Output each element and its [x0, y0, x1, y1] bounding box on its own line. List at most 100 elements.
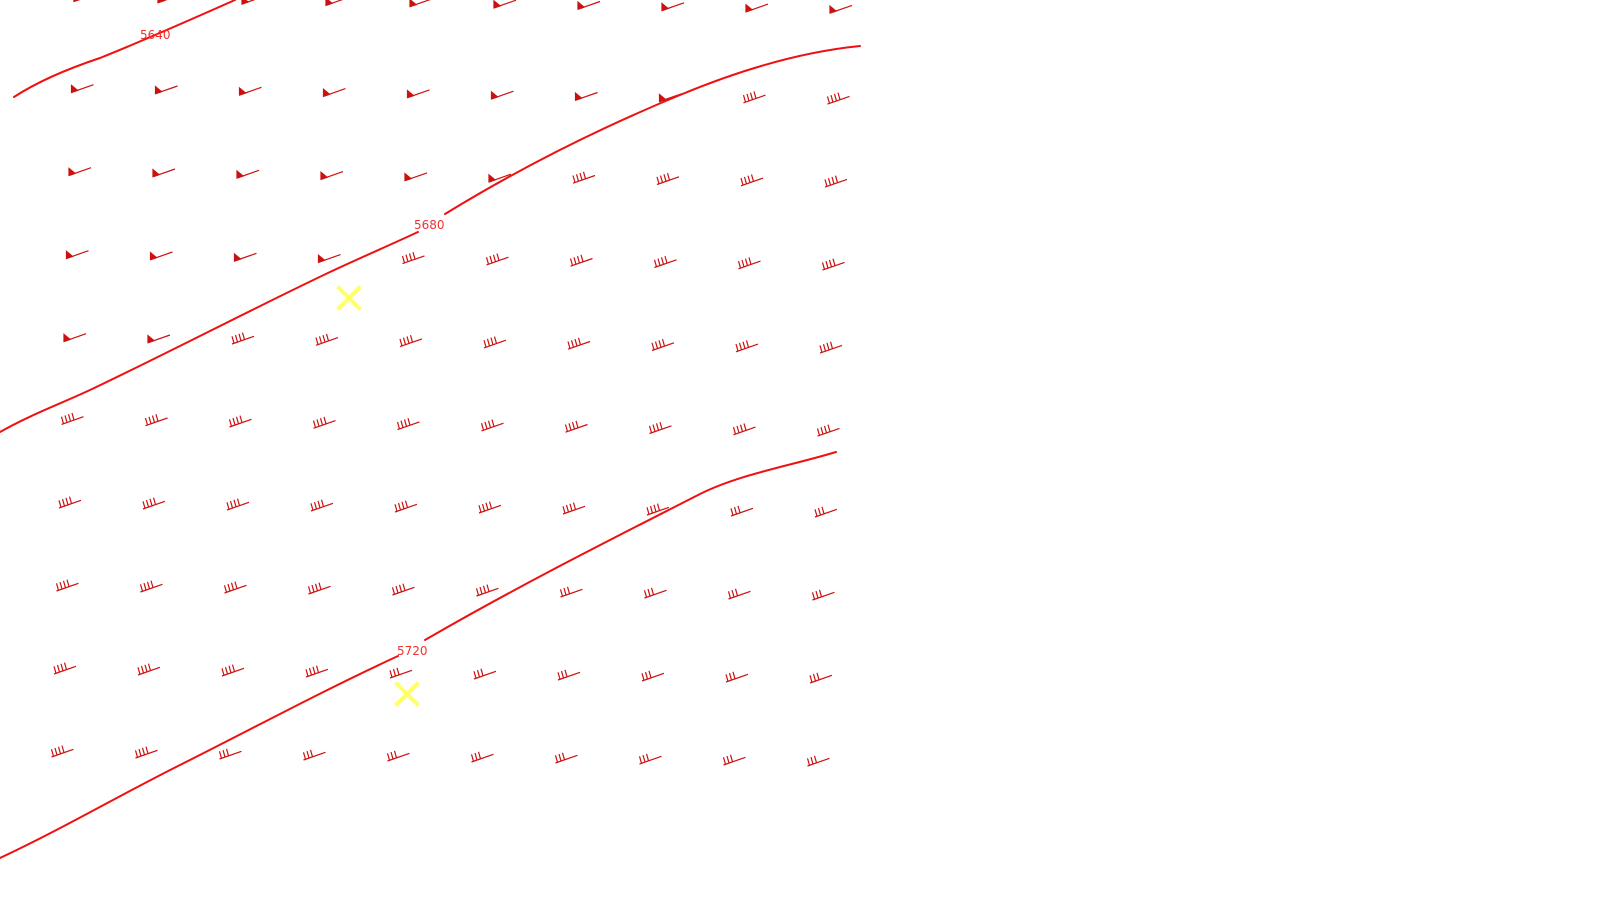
- wind-barb-icon: [740, 174, 764, 187]
- wind-barb-icon: [236, 169, 260, 179]
- wind-barb-icon: [134, 746, 158, 759]
- wind-barb-icon: [577, 0, 601, 11]
- wind-barb-icon: [221, 664, 245, 677]
- wind-barb-icon: [65, 250, 89, 260]
- wind-barb-icon: [490, 90, 514, 100]
- wind-barb-icon: [641, 670, 665, 682]
- wind-barb-icon: [485, 253, 509, 266]
- wind-barb-icon: [223, 581, 247, 594]
- wind-barb-icon: [142, 497, 166, 510]
- wind-barb-icon: [396, 418, 420, 431]
- wind-barb-icon: [53, 662, 77, 675]
- x-marker-icon: [336, 285, 362, 311]
- wind-barb-icon: [404, 172, 428, 182]
- wind-barb-icon: [317, 254, 341, 264]
- wind-barb-icon: [157, 0, 168, 4]
- wind-barb-icon: [562, 502, 586, 515]
- wind-barb-icon: [483, 336, 507, 349]
- wind-barbs-layer: [50, 0, 853, 767]
- wind-barb-icon: [816, 424, 840, 437]
- wind-barb-icon: [305, 665, 329, 678]
- wind-barb-icon: [312, 416, 336, 429]
- wind-barb-icon: [473, 668, 497, 680]
- wind-barb-icon: [149, 251, 173, 261]
- wind-barb-icon: [325, 0, 343, 7]
- wind-barb-icon: [809, 672, 833, 684]
- wind-barb-icon: [391, 583, 415, 596]
- wind-barb-icon: [821, 258, 845, 271]
- contour-line-5680-right: [444, 45, 861, 215]
- wind-barb-icon: [564, 420, 588, 433]
- wind-barb-icon: [811, 589, 835, 601]
- contour-label-5640: 5640: [140, 28, 171, 42]
- wind-barb-icon: [55, 579, 79, 592]
- contour-line-5640: [13, 0, 236, 98]
- wind-barb-icon: [574, 91, 598, 102]
- wind-barb-icon: [152, 168, 176, 178]
- wind-barb-icon: [315, 333, 339, 346]
- wind-barb-icon: [806, 755, 830, 767]
- wind-barb-icon: [144, 414, 168, 427]
- wind-barb-icon: [73, 0, 81, 3]
- wind-barb-icon: [824, 175, 848, 188]
- wind-barb-icon: [307, 582, 331, 595]
- wind-barb-icon: [302, 749, 326, 761]
- wind-barb-icon: [559, 586, 583, 598]
- wind-barb-icon: [567, 337, 591, 350]
- wind-barb-icon: [478, 501, 502, 514]
- wind-barb-icon: [139, 580, 163, 593]
- x-marker-icon: [394, 681, 420, 707]
- wind-barb-icon: [651, 338, 675, 352]
- contour-line-5720-right: [424, 451, 837, 641]
- wind-barb-icon: [409, 0, 431, 8]
- wind-barb-icon: [233, 252, 257, 262]
- wind-barb-icon: [399, 335, 423, 348]
- contour-line-5680-left: [0, 231, 419, 433]
- wind-barb-icon: [63, 333, 87, 343]
- wind-barb-icon: [154, 85, 178, 95]
- wind-barb-icon: [557, 669, 581, 681]
- wind-barb-icon: [238, 86, 262, 96]
- contour-label-5720: 5720: [397, 644, 428, 658]
- wind-barb-icon: [722, 754, 746, 766]
- wind-barb-icon: [819, 341, 843, 354]
- wind-barb-icon: [829, 4, 853, 14]
- wind-barb-icon: [638, 753, 662, 765]
- wind-barb-icon: [730, 505, 754, 517]
- wind-barb-icon: [386, 750, 410, 762]
- wind-barb-icon: [732, 423, 756, 436]
- wind-barb-icon: [389, 667, 413, 679]
- wind-barb-icon: [320, 171, 344, 181]
- wind-barb-icon: [554, 752, 578, 764]
- wind-barb-icon: [737, 257, 761, 270]
- wind-barb-icon: [58, 496, 82, 509]
- wind-barb-icon: [147, 334, 171, 344]
- wind-barb-icon: [653, 255, 677, 269]
- wind-barb-icon: [742, 91, 766, 104]
- wind-barb-icon: [572, 171, 596, 184]
- wind-barb-icon: [488, 173, 512, 183]
- wind-barb-icon: [480, 419, 504, 432]
- wind-barb-icon: [137, 663, 161, 676]
- wind-barb-icon: [406, 89, 430, 99]
- wind-barb-icon: [50, 745, 74, 758]
- wind-barb-icon: [241, 0, 256, 5]
- wind-barb-icon: [643, 587, 667, 599]
- wind-barb-icon: [68, 167, 92, 177]
- wind-barb-icon: [228, 415, 252, 428]
- wind-barb-icon: [656, 172, 680, 186]
- wind-barb-icon: [310, 499, 334, 512]
- wind-barb-icon: [493, 0, 517, 9]
- wind-barb-icon: [60, 412, 84, 425]
- wind-barb-icon: [70, 84, 94, 94]
- wind-barb-icon: [661, 2, 685, 12]
- wind-barb-icon: [322, 88, 346, 98]
- wind-barb-icon: [401, 252, 425, 265]
- contour-lines-layer: 5640 5680 5720: [0, 0, 861, 859]
- wind-barb-icon: [727, 588, 751, 600]
- wind-barb-icon: [745, 3, 769, 13]
- markers-layer: [336, 285, 420, 707]
- wind-barb-icon: [646, 503, 670, 516]
